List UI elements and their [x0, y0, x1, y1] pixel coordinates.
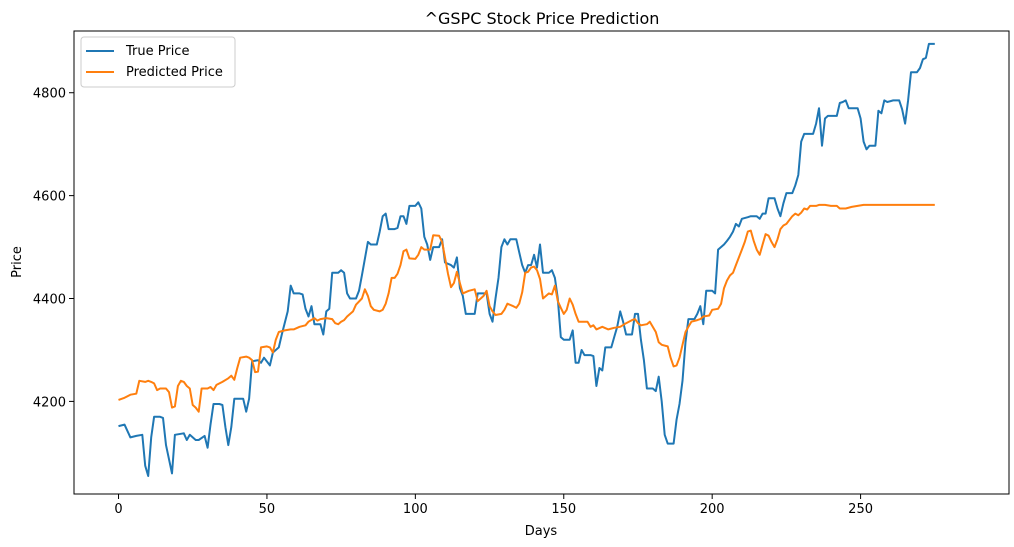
- x-tick-label: 200: [700, 502, 725, 517]
- x-axis-label: Days: [525, 524, 558, 539]
- y-tick-label: 4600: [33, 190, 66, 205]
- y-tick-label: 4800: [33, 87, 66, 102]
- y-axis-label: Price: [10, 246, 25, 278]
- x-tick-label: 50: [259, 502, 276, 517]
- legend: True Price Predicted Price: [80, 36, 236, 88]
- chart-title: ^GSPC Stock Price Prediction: [425, 9, 660, 28]
- y-axis: 4200 4400 4600 4800: [33, 87, 74, 410]
- x-tick-label: 150: [551, 502, 576, 517]
- series-line-true-price: [118, 42, 935, 477]
- legend-label-predicted-price: Predicted Price: [126, 65, 223, 80]
- series-line-predicted-price: [118, 203, 935, 413]
- x-tick-label: 100: [403, 502, 428, 517]
- series-layer: [118, 42, 935, 477]
- y-tick-label: 4200: [33, 395, 66, 410]
- plot-frame: [73, 30, 1010, 495]
- x-tick-label: 0: [114, 502, 122, 517]
- y-tick-label: 4400: [33, 293, 66, 308]
- x-axis: 0 50 100 150 200 250: [114, 494, 873, 517]
- legend-label-true-price: True Price: [125, 44, 189, 59]
- x-tick-label: 250: [848, 502, 873, 517]
- legend-box: [80, 36, 236, 88]
